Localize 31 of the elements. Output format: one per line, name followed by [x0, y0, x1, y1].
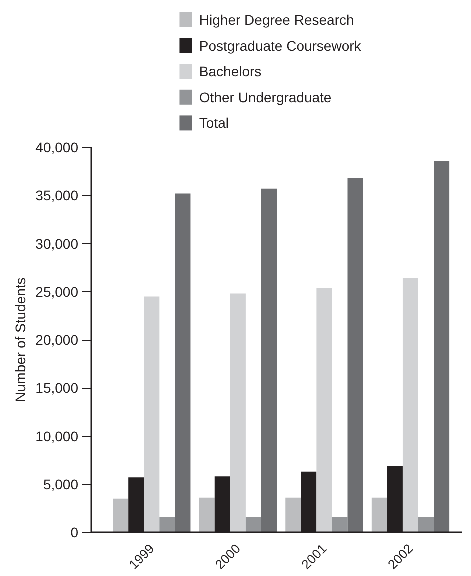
bar: [372, 498, 388, 532]
y-tick-label: 35,000: [36, 188, 79, 204]
bar: [261, 188, 277, 532]
bar: [332, 517, 348, 532]
bar: [402, 278, 418, 532]
bar: [175, 194, 191, 532]
legend-label: Postgraduate Coursework: [199, 38, 362, 54]
y-tick-label: 25,000: [36, 284, 79, 300]
legend-label: Bachelors: [199, 64, 262, 80]
bar: [434, 160, 450, 532]
bar: [144, 296, 160, 532]
bar: [113, 498, 129, 532]
bar: [199, 498, 215, 532]
bar: [160, 517, 176, 532]
legend-label: Other Undergraduate: [199, 89, 332, 106]
bar: [286, 498, 302, 532]
bar: [230, 294, 246, 532]
y-tick-label: 20,000: [36, 332, 79, 348]
legend-label: Total: [199, 115, 229, 132]
legend-label: Higher Degree Research: [199, 12, 354, 28]
y-tick-label: 0: [70, 524, 79, 540]
bar: [246, 517, 262, 532]
y-tick-label: 15,000: [36, 380, 79, 396]
bar: [348, 178, 364, 532]
y-axis-title: Number of Students: [12, 278, 29, 402]
y-tick-label: 30,000: [36, 236, 79, 252]
bar: [418, 517, 434, 532]
y-tick-label: 10,000: [36, 428, 79, 444]
y-tick-label: 40,000: [36, 140, 79, 156]
y-tick-label: 5,000: [43, 476, 79, 492]
bar: [316, 288, 332, 532]
